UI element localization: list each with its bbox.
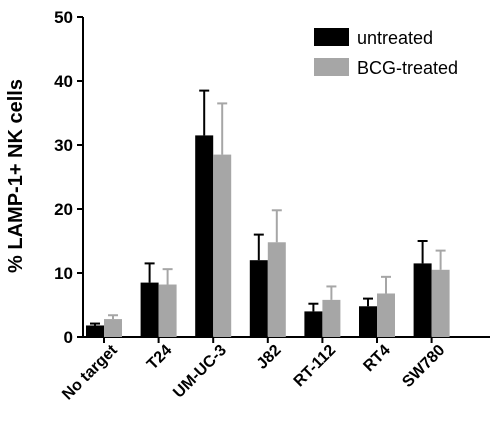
y-tick-label: 10: [54, 264, 73, 283]
y-tick-label: 30: [54, 136, 73, 155]
x-category-label: T24: [144, 342, 176, 374]
x-category-label: RT4: [360, 342, 393, 375]
bars: [86, 135, 450, 337]
legend-label: BCG-treated: [357, 58, 458, 78]
legend-swatch: [314, 58, 349, 76]
legend: untreated BCG-treated: [314, 28, 458, 78]
bar-bcg-treated: [104, 319, 122, 337]
legend-label: untreated: [357, 28, 433, 48]
bar-untreated: [304, 311, 323, 337]
y-tick-label: 40: [54, 72, 73, 91]
bar-bcg-treated: [322, 299, 341, 337]
bar-untreated: [359, 306, 377, 337]
tick-labels: 0 10 20 30 40 50: [54, 8, 73, 347]
bar-bcg-treated: [431, 269, 450, 337]
x-category-label: SW780: [399, 342, 448, 391]
x-category-label: RT-112: [291, 342, 340, 391]
y-axis-label: % LAMP-1+ NK cells: [5, 79, 27, 273]
bar-untreated: [86, 325, 104, 337]
bar-bcg-treated: [213, 154, 232, 337]
bar-bcg-treated: [267, 242, 286, 337]
bar-untreated: [249, 260, 268, 337]
x-category-label: No target: [59, 341, 121, 403]
x-category-label: UM-UC-3: [170, 342, 230, 402]
bar-bcg-treated: [158, 284, 177, 337]
y-tick-label: 20: [54, 200, 73, 219]
x-category-label: J82: [254, 342, 285, 373]
bar-untreated: [140, 282, 159, 337]
bar-bcg-treated: [377, 293, 395, 337]
y-tick-label: 50: [54, 8, 73, 27]
bar-untreated: [195, 135, 214, 337]
y-tick-label: 0: [64, 328, 73, 347]
bar-untreated: [413, 263, 432, 337]
legend-swatch: [314, 28, 349, 46]
error-bars: [90, 89, 446, 326]
